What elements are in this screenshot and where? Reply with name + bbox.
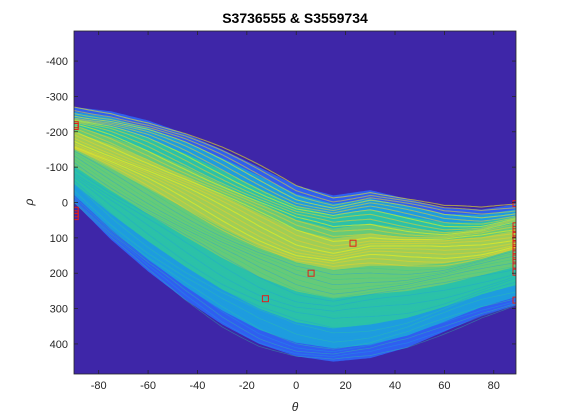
y-tick-label: 0 — [62, 198, 68, 210]
hough-curve — [74, 171, 516, 305]
hough-curve — [74, 193, 516, 347]
hough-curve — [74, 175, 516, 315]
hough-curve — [74, 117, 516, 222]
peak-markers — [74, 121, 516, 304]
hough-curve — [74, 147, 516, 264]
peak-marker — [261, 295, 269, 303]
peak-marker — [307, 269, 315, 277]
y-tick-label: 200 — [50, 268, 68, 280]
x-tick-label: 80 — [488, 380, 500, 392]
peak-marker — [512, 296, 516, 304]
hough-curve — [74, 200, 516, 355]
hough-curve — [74, 168, 516, 302]
hough-curve — [74, 186, 516, 339]
peak-marker — [512, 230, 516, 238]
hough-curve — [74, 140, 516, 254]
hough-curve — [74, 147, 516, 268]
hough-curve — [74, 137, 516, 251]
y-tick-label: -100 — [46, 162, 68, 174]
hough-curve — [74, 122, 516, 236]
y-tick-label: -400 — [46, 56, 68, 68]
hough-curve — [74, 124, 516, 237]
peak-marker — [512, 268, 516, 276]
hough-curve — [74, 115, 516, 219]
peak-marker — [512, 240, 516, 247]
hough-curve — [74, 174, 516, 309]
peak-marker — [512, 200, 516, 208]
hough-curve — [74, 149, 516, 271]
hough-curve — [74, 155, 516, 286]
peak-marker — [512, 257, 516, 265]
y-axis-label: ρ — [22, 198, 36, 206]
hough-curve — [74, 150, 516, 276]
peak-marker — [74, 206, 79, 214]
y-tick-label: -300 — [46, 91, 68, 103]
x-tick-label: -20 — [239, 380, 255, 392]
hough-curve — [74, 196, 516, 350]
hough-curve — [74, 152, 516, 280]
hough-curve — [74, 202, 516, 360]
hough-curve — [74, 183, 516, 334]
hough-curve — [74, 120, 516, 231]
hough-curve — [74, 119, 516, 228]
peak-marker — [512, 253, 516, 261]
hough-curve — [74, 174, 516, 312]
x-tick-label: 60 — [438, 380, 450, 392]
x-axis-label: θ — [292, 400, 299, 414]
x-tick-label: -80 — [91, 380, 107, 392]
x-tick-label: 20 — [339, 380, 351, 392]
hough-curve — [74, 130, 516, 242]
hough-curve — [74, 201, 516, 357]
x-tick-label: -60 — [140, 380, 156, 392]
peak-marker — [512, 244, 516, 252]
hough-curve — [74, 134, 516, 247]
hough-curve — [74, 143, 516, 257]
hough-curve — [74, 176, 516, 319]
hough-curve — [74, 172, 516, 307]
y-tick-label: 100 — [50, 233, 68, 245]
x-tick-label: 0 — [293, 380, 299, 392]
y-tick-label: 400 — [50, 339, 68, 351]
peak-marker — [74, 123, 79, 130]
y-tick-label: -200 — [46, 127, 68, 139]
x-axis-ticks: -80 -60 -40 -20 0 20 40 60 80 — [91, 31, 500, 392]
hough-curve — [74, 146, 516, 262]
peak-marker — [512, 235, 516, 243]
hough-curve — [74, 180, 516, 329]
peak-marker — [512, 225, 516, 233]
heatmap-layer — [74, 106, 516, 362]
y-tick-label: 300 — [50, 304, 68, 316]
hough-curve — [74, 158, 516, 290]
hough-curve — [74, 113, 516, 215]
peak-marker — [512, 261, 516, 269]
hough-curve — [74, 127, 516, 239]
y-axis-ticks: -400 -300 -200 -100 0 100 200 300 400 — [46, 56, 516, 351]
hough-curve — [74, 190, 516, 343]
hough-curve — [74, 106, 516, 208]
hough-curve — [74, 109, 516, 211]
hough-curve — [74, 118, 516, 225]
hough-curve — [74, 121, 516, 234]
hough-curve — [74, 162, 516, 295]
peak-marker — [349, 239, 357, 247]
peak-marker — [512, 248, 516, 256]
hough-curve — [74, 165, 516, 299]
x-tick-label: 40 — [389, 380, 401, 392]
chart-title: S3736555 & S3559734 — [222, 10, 368, 26]
hough-curve — [74, 198, 516, 353]
peak-marker — [512, 222, 516, 230]
hough-curve — [74, 178, 516, 324]
x-tick-label: -40 — [190, 380, 206, 392]
hough-curve — [74, 145, 516, 259]
